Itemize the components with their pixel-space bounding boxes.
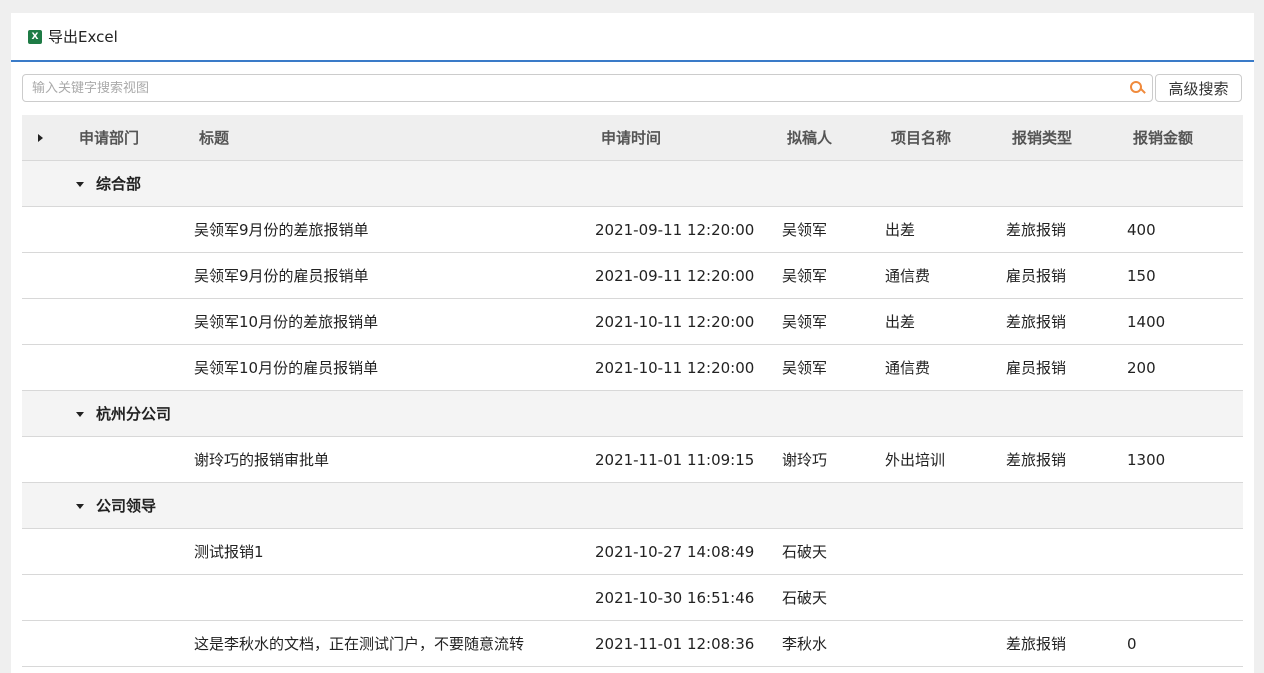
cell-project: 出差 xyxy=(885,313,916,331)
search-icon[interactable] xyxy=(1122,75,1152,101)
cell-drafter: 谢玲巧 xyxy=(782,451,828,469)
group-name: 杭州分公司 xyxy=(96,405,172,423)
cell-drafter: 石破天 xyxy=(782,589,828,607)
cell-time: 2021-10-27 14:08:49 xyxy=(595,543,755,561)
toolbar: X 导出Excel xyxy=(11,13,1254,62)
cell-drafter: 石破天 xyxy=(782,543,828,561)
advanced-search-button[interactable]: 高级搜索 xyxy=(1155,74,1242,102)
cell-type: 雇员报销 xyxy=(1006,267,1067,285)
excel-icon: X xyxy=(28,29,42,44)
data-table: 申请部门 标题 申请时间 拟稿人 项目名称 报销类型 报销金额 综合部吴领军9月… xyxy=(22,115,1243,667)
cell-title: 吴领军10月份的雇员报销单 xyxy=(194,359,379,377)
cell-time: 2021-10-11 12:20:00 xyxy=(595,313,755,331)
search-input[interactable] xyxy=(32,80,1122,96)
export-label: 导出Excel xyxy=(48,28,118,46)
cell-type: 差旅报销 xyxy=(1006,313,1067,331)
cell-drafter: 吴领军 xyxy=(782,221,828,239)
table-row[interactable]: 2021-10-30 16:51:46 石破天 xyxy=(22,575,1243,621)
cell-project: 通信费 xyxy=(885,267,931,285)
group-name: 公司领导 xyxy=(96,497,157,515)
header-amount[interactable]: 报销金额 xyxy=(1133,129,1194,147)
cell-title: 吴领军9月份的差旅报销单 xyxy=(194,221,369,239)
cell-drafter: 吴领军 xyxy=(782,359,828,377)
search-box xyxy=(22,74,1153,102)
cell-amount: 400 xyxy=(1127,221,1156,239)
cell-amount: 0 xyxy=(1127,635,1137,653)
collapse-icon[interactable] xyxy=(76,504,84,509)
cell-time: 2021-10-30 16:51:46 xyxy=(595,589,755,607)
cell-time: 2021-09-11 12:20:00 xyxy=(595,221,755,239)
cell-title: 谢玲巧的报销审批单 xyxy=(194,451,330,469)
cell-amount: 1400 xyxy=(1127,313,1166,331)
cell-project: 外出培训 xyxy=(885,451,946,469)
table-row[interactable]: 测试报销1 2021-10-27 14:08:49 石破天 xyxy=(22,529,1243,575)
table-row[interactable]: 吴领军10月份的雇员报销单 2021-10-11 12:20:00 吴领军 通信费 雇员… xyxy=(22,345,1243,391)
cell-drafter: 李秋水 xyxy=(782,635,828,653)
table-row[interactable]: 吴领军9月份的雇员报销单 2021-09-11 12:20:00 吴领军 通信费 雇员报… xyxy=(22,253,1243,299)
table-row[interactable]: 吴领军9月份的差旅报销单 2021-09-11 12:20:00 吴领军 出差 差旅报销… xyxy=(22,207,1243,253)
group-row[interactable]: 公司领导 xyxy=(22,483,1243,529)
cell-project: 通信费 xyxy=(885,359,931,377)
cell-type: 雇员报销 xyxy=(1006,359,1067,377)
cell-drafter: 吴领军 xyxy=(782,313,828,331)
cell-time: 2021-09-11 12:20:00 xyxy=(595,267,755,285)
header-time[interactable]: 申请时间 xyxy=(601,129,662,147)
export-excel-button[interactable]: X 导出Excel xyxy=(28,26,118,47)
header-title[interactable]: 标题 xyxy=(199,129,230,147)
collapse-icon[interactable] xyxy=(76,182,84,187)
table-row[interactable]: 这是李秋水的文档，正在测试门户，不要随意流转 2021-11-01 12:08:3… xyxy=(22,621,1243,667)
cell-time: 2021-11-01 12:08:36 xyxy=(595,635,755,653)
main-panel: X 导出Excel 高级搜索 申请部门 标题 申请时间 拟稿人 项目名称 报销类… xyxy=(11,13,1254,673)
cell-amount: 1300 xyxy=(1127,451,1166,469)
cell-project: 出差 xyxy=(885,221,916,239)
cell-title: 吴领军9月份的雇员报销单 xyxy=(194,267,369,285)
cell-title: 测试报销1 xyxy=(194,543,264,561)
cell-time: 2021-11-01 11:09:15 xyxy=(595,451,755,469)
group-row[interactable]: 综合部 xyxy=(22,161,1243,207)
table-row[interactable]: 吴领军10月份的差旅报销单 2021-10-11 12:20:00 吴领军 出差 差旅报… xyxy=(22,299,1243,345)
header-project[interactable]: 项目名称 xyxy=(891,129,952,147)
table-row[interactable]: 谢玲巧的报销审批单 2021-11-01 11:09:15 谢玲巧 外出培训 差旅报销 1… xyxy=(22,437,1243,483)
header-drafter[interactable]: 拟稿人 xyxy=(787,129,833,147)
cell-amount: 150 xyxy=(1127,267,1156,285)
group-name: 综合部 xyxy=(96,175,142,193)
header-type[interactable]: 报销类型 xyxy=(1012,129,1073,147)
table-header: 申请部门 标题 申请时间 拟稿人 项目名称 报销类型 报销金额 xyxy=(22,115,1243,161)
cell-title: 吴领军10月份的差旅报销单 xyxy=(194,313,379,331)
cell-drafter: 吴领军 xyxy=(782,267,828,285)
expand-all-icon[interactable] xyxy=(38,134,43,142)
cell-amount: 200 xyxy=(1127,359,1156,377)
cell-type: 差旅报销 xyxy=(1006,635,1067,653)
cell-time: 2021-10-11 12:20:00 xyxy=(595,359,755,377)
cell-type: 差旅报销 xyxy=(1006,221,1067,239)
cell-type: 差旅报销 xyxy=(1006,451,1067,469)
cell-title: 这是李秋水的文档，正在测试门户，不要随意流转 xyxy=(194,635,525,653)
collapse-icon[interactable] xyxy=(76,412,84,417)
header-department[interactable]: 申请部门 xyxy=(79,129,140,147)
group-row[interactable]: 杭州分公司 xyxy=(22,391,1243,437)
